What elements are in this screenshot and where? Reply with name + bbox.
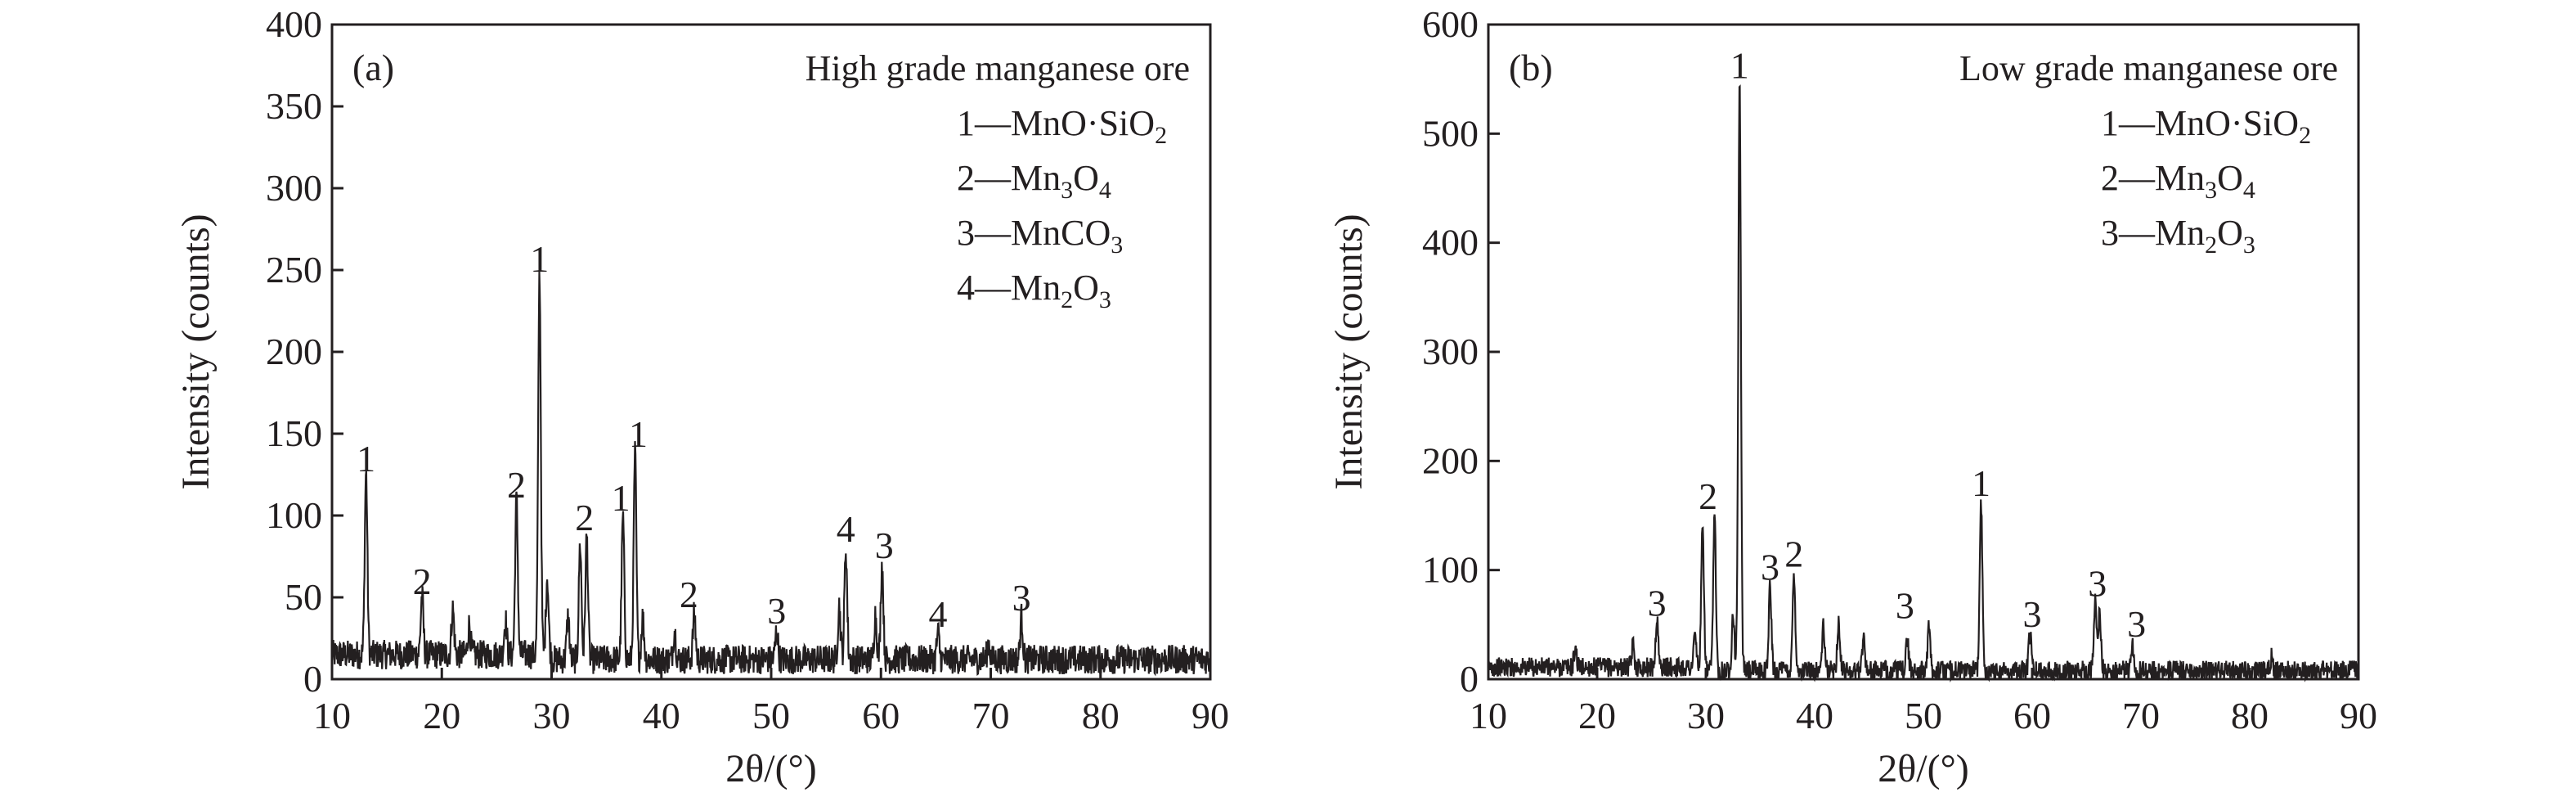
x-tick-label: 80 [2231, 695, 2269, 736]
y-tick-label: 100 [1422, 549, 1479, 591]
x-tick-label: 50 [1905, 695, 1942, 736]
y-tick-label: 0 [1460, 658, 1479, 700]
x-tick-label: 80 [1082, 695, 1120, 736]
y-tick-label: 250 [266, 249, 322, 290]
x-tick-label: 90 [2340, 695, 2377, 736]
chart-title: Low grade manganese ore [1959, 48, 2338, 88]
peak-annotation: 2 [575, 497, 594, 538]
peak-annotation: 1 [1730, 44, 1749, 86]
peak-annotation: 1 [629, 413, 648, 455]
peak-annotation: 3 [767, 590, 786, 632]
panel-label: (a) [352, 47, 394, 88]
x-tick-label: 30 [1687, 695, 1725, 736]
y-tick-label: 150 [266, 412, 322, 454]
y-tick-label: 500 [1422, 112, 1479, 154]
y-tick-label: 600 [1422, 3, 1479, 45]
y-axis-label: Intensity (counts) [1327, 214, 1371, 489]
peak-annotation: 2 [1784, 534, 1803, 575]
peak-annotation: 2 [507, 464, 526, 506]
panel-label: (b) [1509, 47, 1553, 88]
peak-annotation: 4 [929, 593, 948, 635]
peak-annotation: 3 [1648, 583, 1667, 624]
panel-b-low-grade: 10 20 30 40 50 60 70 80 90 0 100 200 300 400 500 600 2θ/… [1327, 3, 2377, 790]
legend-entry: 4—Mn2​O3​ [957, 268, 1111, 313]
peak-annotation: 3 [875, 525, 894, 566]
peak-annotation: 3 [2127, 603, 2146, 645]
y-tick-label: 200 [266, 331, 322, 372]
peak-annotation: 3 [1761, 547, 1779, 588]
y-tick-label: 300 [266, 167, 322, 209]
y-tick-label: 200 [1422, 439, 1479, 481]
x-tick-label: 20 [1578, 695, 1616, 736]
peak-annotation: 4 [837, 508, 855, 550]
peak-annotation: 1 [612, 477, 631, 519]
chart-title: High grade manganese ore [806, 48, 1190, 88]
peak-annotation: 3 [2023, 593, 2042, 635]
legend-entry: 1—MnO·SiO2​ [2101, 103, 2311, 149]
y-tick-label: 400 [266, 3, 322, 45]
x-tick-label: 60 [2013, 695, 2051, 736]
y-axis-label: Intensity (counts) [174, 214, 218, 489]
y-tick-label: 300 [1422, 331, 1479, 372]
peak-annotation: 3 [2088, 563, 2107, 605]
xrd-pattern-line [330, 271, 1211, 677]
x-tick-label: 50 [752, 695, 790, 736]
peak-annotation: 1 [357, 438, 375, 480]
legend-entry: 3—MnCO3​ [957, 213, 1123, 259]
x-tick-label: 90 [1192, 695, 1229, 736]
peak-annotation: 2 [680, 574, 698, 615]
x-tick-label: 30 [533, 695, 571, 736]
x-tick-label: 40 [643, 695, 680, 736]
peak-annotation: 2 [1699, 475, 1717, 517]
y-tick-label: 350 [266, 85, 322, 127]
x-axis-label: 2θ/(°) [725, 747, 817, 790]
y-tick-label: 400 [1422, 222, 1479, 263]
x-tick-label: 70 [2122, 695, 2160, 736]
peak-annotation: 1 [1972, 462, 1990, 504]
legend-entry: 2—Mn3​O4​ [2101, 158, 2255, 204]
peak-annotation: 3 [1012, 577, 1031, 619]
panel-a-high-grade: 10 20 30 40 50 60 70 80 90 0 50 100 150 200 250 300 350 4… [174, 3, 1229, 790]
peak-annotation: 3 [1896, 584, 1914, 626]
x-axis-label: 2θ/(°) [1878, 747, 1969, 790]
x-tick-label: 20 [423, 695, 460, 736]
x-tick-label: 10 [313, 695, 351, 736]
peak-annotation: 1 [530, 238, 549, 280]
x-tick-label: 60 [862, 695, 900, 736]
y-tick-label: 50 [285, 576, 322, 618]
y-tick-label: 100 [266, 494, 322, 536]
y-tick-label: 0 [303, 658, 322, 700]
x-tick-label: 40 [1796, 695, 1833, 736]
x-tick-label: 70 [972, 695, 1010, 736]
legend-entry: 3—Mn2​O3​ [2101, 213, 2255, 259]
legend-entry: 2—Mn3​O4​ [957, 158, 1111, 204]
peak-annotation: 2 [413, 561, 432, 602]
x-tick-label: 10 [1470, 695, 1507, 736]
legend-entry: 1—MnO·SiO2​ [957, 103, 1167, 149]
